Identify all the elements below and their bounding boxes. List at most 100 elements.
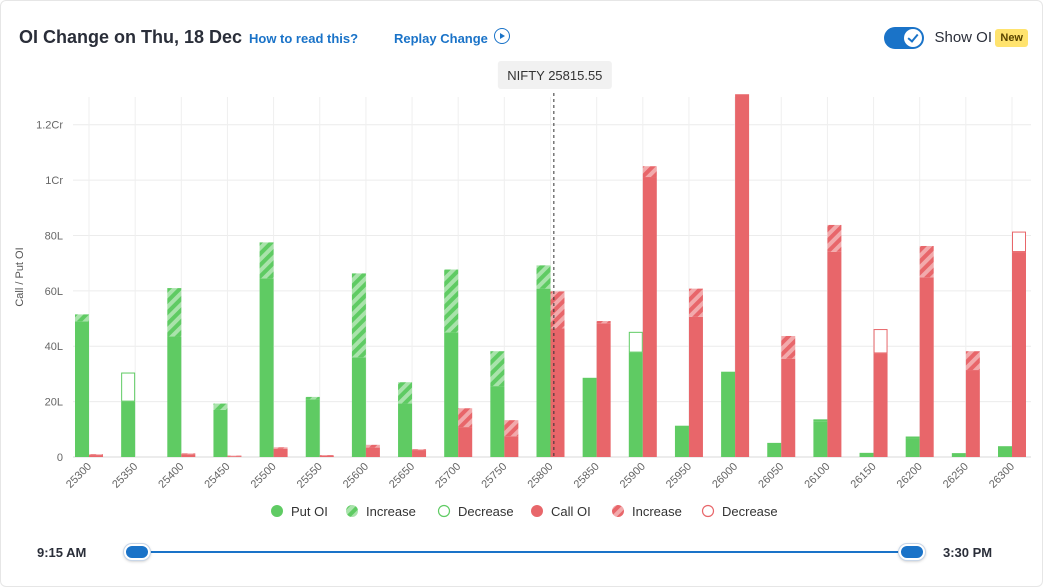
legend-label[interactable]: Decrease — [458, 504, 514, 519]
call-oi-bar[interactable] — [1012, 252, 1026, 457]
call-decrease-bar[interactable] — [873, 329, 888, 354]
x-tick-label: 25500 — [249, 461, 279, 491]
x-tick-label: 25450 — [202, 461, 232, 491]
call-oi-bar[interactable] — [827, 251, 842, 457]
x-tick-label: 26300 — [987, 461, 1017, 491]
call-increase-bar[interactable] — [273, 447, 288, 449]
put-oi-bar[interactable] — [444, 332, 459, 457]
slider-handle-start[interactable] — [124, 544, 150, 560]
call-oi-bar[interactable] — [642, 177, 657, 457]
time-end-label: 3:30 PM — [943, 545, 993, 560]
put-decrease-bar[interactable] — [813, 419, 828, 422]
call-increase-bar[interactable] — [365, 444, 380, 448]
put-oi-bar[interactable] — [121, 401, 136, 457]
put-oi-bar[interactable] — [582, 377, 597, 457]
put-decrease-bar[interactable] — [628, 331, 643, 353]
call-oi-bar[interactable] — [688, 316, 703, 457]
call-increase-bar[interactable] — [596, 321, 611, 324]
play-circle-icon[interactable] — [494, 28, 510, 44]
call-decrease-bar[interactable] — [1012, 231, 1026, 253]
time-start-label: 9:15 AM — [37, 545, 87, 560]
put-oi-bar[interactable] — [951, 453, 966, 457]
call-oi-bar[interactable] — [735, 94, 750, 457]
call-oi-bar[interactable] — [227, 456, 242, 457]
call-increase-bar[interactable] — [227, 455, 242, 457]
call-oi-bar[interactable] — [504, 436, 519, 457]
x-tick-label: 26100 — [802, 461, 832, 491]
put-oi-bar[interactable] — [674, 425, 689, 457]
call-oi-bar[interactable] — [781, 358, 796, 457]
call-increase-bar[interactable] — [181, 453, 196, 455]
call-oi-bar[interactable] — [89, 455, 103, 457]
call-oi-bar[interactable] — [873, 353, 888, 457]
slider-handle-end[interactable] — [899, 544, 925, 560]
put-oi-bar[interactable] — [628, 352, 643, 457]
replay-change-link[interactable]: Replay Change — [394, 31, 488, 46]
call-oi-bar[interactable] — [273, 448, 288, 457]
call-oi-bar[interactable] — [965, 370, 980, 457]
legend-label[interactable]: Call OI — [551, 504, 591, 519]
call-increase-bar[interactable] — [550, 291, 565, 329]
call-increase-bar[interactable] — [412, 449, 427, 451]
call-increase-bar[interactable] — [781, 335, 796, 359]
show-oi-toggle[interactable] — [884, 27, 924, 49]
check-icon — [904, 29, 922, 47]
call-increase-bar[interactable] — [642, 166, 657, 178]
x-tick-label: 25400 — [156, 461, 186, 491]
put-increase-bar[interactable] — [305, 396, 320, 400]
call-oi-bar[interactable] — [458, 427, 473, 457]
put-oi-bar[interactable] — [305, 399, 320, 457]
put-oi-bar[interactable] — [536, 288, 551, 457]
how-to-read-link[interactable]: How to read this? — [249, 31, 359, 46]
put-increase-bar[interactable] — [490, 351, 505, 387]
legend-label[interactable]: Decrease — [722, 504, 778, 519]
new-badge: New — [995, 29, 1028, 47]
put-increase-bar[interactable] — [213, 403, 228, 410]
call-oi-bar[interactable] — [596, 323, 611, 457]
put-oi-bar[interactable] — [490, 386, 505, 457]
call-oi-bar[interactable] — [181, 454, 196, 457]
put-oi-bar[interactable] — [813, 421, 828, 457]
put-increase-bar[interactable] — [398, 382, 413, 404]
put-oi-bar[interactable] — [398, 403, 413, 457]
put-increase-bar[interactable] — [444, 269, 459, 333]
put-oi-bar[interactable] — [721, 371, 736, 457]
legend-label[interactable]: Increase — [632, 504, 682, 519]
put-increase-bar[interactable] — [259, 242, 274, 279]
legend-label[interactable]: Put OI — [291, 504, 328, 519]
call-oi-bar[interactable] — [365, 447, 380, 457]
put-oi-bar[interactable] — [351, 357, 366, 457]
put-increase-bar[interactable] — [75, 314, 89, 322]
call-increase-bar[interactable] — [458, 408, 473, 428]
put-oi-bar[interactable] — [998, 446, 1012, 457]
call-increase-bar[interactable] — [965, 351, 980, 371]
call-increase-bar[interactable] — [319, 455, 334, 456]
call-increase-bar[interactable] — [89, 454, 103, 456]
x-tick-label: 25300 — [64, 461, 94, 491]
time-range-slider: 9:15 AM 3:30 PM — [1, 531, 1043, 571]
put-oi-bar[interactable] — [259, 278, 274, 457]
call-oi-bar[interactable] — [412, 450, 427, 457]
call-oi-bar[interactable] — [919, 277, 934, 457]
put-oi-bar[interactable] — [859, 452, 874, 457]
put-oi-bar[interactable] — [213, 409, 228, 457]
call-oi-bar[interactable] — [550, 328, 565, 457]
put-oi-bar[interactable] — [767, 442, 782, 457]
put-increase-bar[interactable] — [167, 288, 182, 337]
put-oi-bar[interactable] — [75, 321, 89, 457]
put-increase-bar[interactable] — [351, 273, 366, 358]
call-increase-bar[interactable] — [504, 420, 519, 437]
put-decrease-bar[interactable] — [121, 372, 136, 402]
legend-label[interactable]: Increase — [366, 504, 416, 519]
legend-swatch — [612, 505, 624, 517]
call-oi-bar[interactable] — [319, 455, 334, 457]
put-oi-bar[interactable] — [905, 438, 920, 457]
call-increase-bar[interactable] — [827, 224, 842, 252]
put-increase-bar[interactable] — [536, 265, 551, 289]
slider-track[interactable] — [137, 551, 913, 553]
x-tick-label: 25950 — [664, 461, 694, 491]
put-oi-bar[interactable] — [167, 336, 182, 457]
call-increase-bar[interactable] — [919, 245, 934, 278]
put-decrease-bar[interactable] — [905, 436, 920, 439]
call-increase-bar[interactable] — [688, 288, 703, 317]
